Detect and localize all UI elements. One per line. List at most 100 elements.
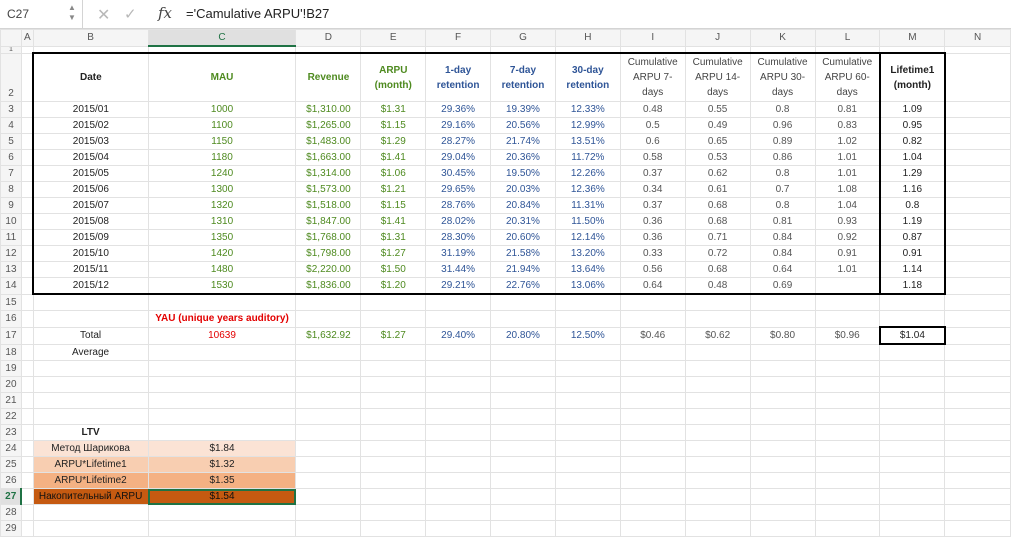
cell-f21[interactable] xyxy=(425,392,492,409)
cell-m24[interactable] xyxy=(879,440,946,457)
cell-d2[interactable]: Revenue xyxy=(295,52,362,102)
cell-f27[interactable] xyxy=(425,488,492,505)
cell-b28[interactable] xyxy=(32,504,149,521)
cell-c23[interactable] xyxy=(147,424,297,441)
cell-c4[interactable]: 1100 xyxy=(147,117,297,134)
cell-c18[interactable] xyxy=(147,343,297,361)
cell-e1[interactable] xyxy=(360,45,427,54)
name-box-value[interactable]: C27 xyxy=(7,7,30,21)
cell-l19[interactable] xyxy=(814,360,881,377)
cell-k25[interactable] xyxy=(749,456,816,473)
cell-m20[interactable] xyxy=(879,376,946,393)
row-header-5[interactable]: 5 xyxy=(0,133,22,150)
cell-g13[interactable]: 21.94% xyxy=(490,261,556,278)
column-header-b[interactable]: B xyxy=(32,29,149,47)
cell-e18[interactable] xyxy=(360,343,427,361)
cell-m4[interactable]: 0.95 xyxy=(878,117,946,134)
cell-k3[interactable]: 0.8 xyxy=(749,101,816,118)
cell-k20[interactable] xyxy=(749,376,816,393)
cell-h26[interactable] xyxy=(554,472,621,489)
cell-c25[interactable]: $1.32 xyxy=(147,456,297,473)
cell-c6[interactable]: 1180 xyxy=(147,149,297,166)
row-header-25[interactable]: 25 xyxy=(0,456,22,473)
cell-a13[interactable] xyxy=(20,261,34,278)
cell-k23[interactable] xyxy=(749,424,816,441)
cell-m16[interactable] xyxy=(879,310,946,328)
cell-b20[interactable] xyxy=(32,376,149,393)
cell-k22[interactable] xyxy=(749,408,816,425)
column-header-h[interactable]: H xyxy=(554,29,621,47)
cell-h8[interactable]: 12.36% xyxy=(554,181,621,198)
cell-m13[interactable]: 1.14 xyxy=(878,261,946,278)
cell-f16[interactable] xyxy=(425,310,492,328)
cell-i11[interactable]: 0.36 xyxy=(619,229,686,246)
cell-e13[interactable]: $1.50 xyxy=(360,261,427,278)
cell-j21[interactable] xyxy=(684,392,751,409)
cell-i4[interactable]: 0.5 xyxy=(619,117,686,134)
column-header-d[interactable]: D xyxy=(295,29,362,47)
cell-d1[interactable] xyxy=(295,45,362,54)
cell-m17[interactable]: $1.04 xyxy=(878,326,946,345)
cell-m15[interactable] xyxy=(879,293,946,311)
cell-h23[interactable] xyxy=(554,424,621,441)
cell-k8[interactable]: 0.7 xyxy=(749,181,816,198)
cell-k27[interactable] xyxy=(749,488,816,505)
cell-l18[interactable] xyxy=(814,343,881,361)
cell-g19[interactable] xyxy=(490,360,556,377)
cell-j27[interactable] xyxy=(684,488,751,505)
cell-l9[interactable]: 1.04 xyxy=(814,197,881,214)
cell-j2[interactable]: Cumulative ARPU 14-days xyxy=(684,52,751,102)
cell-b19[interactable] xyxy=(32,360,149,377)
cell-d20[interactable] xyxy=(295,376,362,393)
cell-e16[interactable] xyxy=(360,310,427,328)
cell-m22[interactable] xyxy=(879,408,946,425)
cell-f6[interactable]: 29.04% xyxy=(425,149,492,166)
column-header-l[interactable]: L xyxy=(814,29,881,47)
cell-e22[interactable] xyxy=(360,408,427,425)
cell-f15[interactable] xyxy=(425,293,492,311)
cell-n26[interactable] xyxy=(944,472,1011,489)
cell-k9[interactable]: 0.8 xyxy=(749,197,816,214)
column-header-j[interactable]: J xyxy=(684,29,751,47)
cell-b16[interactable] xyxy=(32,310,149,328)
cell-d3[interactable]: $1,310.00 xyxy=(295,101,362,118)
cell-g14[interactable]: 22.76% xyxy=(490,277,556,295)
cell-c12[interactable]: 1420 xyxy=(147,245,297,262)
cell-k21[interactable] xyxy=(749,392,816,409)
cell-d19[interactable] xyxy=(295,360,362,377)
cell-m27[interactable] xyxy=(879,488,946,505)
row-header-28[interactable]: 28 xyxy=(0,504,22,521)
cell-a10[interactable] xyxy=(20,213,34,230)
cell-c29[interactable] xyxy=(147,520,297,537)
cell-h12[interactable]: 13.20% xyxy=(554,245,621,262)
cell-e2[interactable]: ARPU (month) xyxy=(360,52,427,102)
cell-l6[interactable]: 1.01 xyxy=(814,149,881,166)
cell-i13[interactable]: 0.56 xyxy=(619,261,686,278)
cell-l15[interactable] xyxy=(814,293,881,311)
cell-n7[interactable] xyxy=(944,165,1011,182)
cell-a29[interactable] xyxy=(20,520,34,537)
cell-h17[interactable]: 12.50% xyxy=(554,326,621,345)
cell-b18[interactable]: Average xyxy=(32,343,149,361)
cell-a19[interactable] xyxy=(20,360,34,377)
cell-b23[interactable]: LTV xyxy=(32,424,149,441)
cell-h16[interactable] xyxy=(554,310,621,328)
cell-h4[interactable]: 12.99% xyxy=(554,117,621,134)
enter-check-icon[interactable]: ✓ xyxy=(124,6,137,23)
cell-b5[interactable]: 2015/03 xyxy=(32,133,149,150)
cell-g10[interactable]: 20.31% xyxy=(490,213,556,230)
cell-e23[interactable] xyxy=(360,424,427,441)
cell-l3[interactable]: 0.81 xyxy=(814,101,881,118)
cell-l13[interactable]: 1.01 xyxy=(814,261,881,278)
cell-j4[interactable]: 0.49 xyxy=(684,117,751,134)
cell-b1[interactable] xyxy=(32,45,149,54)
cell-f18[interactable] xyxy=(425,343,492,361)
cell-n19[interactable] xyxy=(944,360,1011,377)
cell-n2[interactable] xyxy=(944,52,1011,102)
cell-j29[interactable] xyxy=(684,520,751,537)
cell-n29[interactable] xyxy=(944,520,1011,537)
cell-c21[interactable] xyxy=(147,392,297,409)
cell-c1[interactable] xyxy=(147,45,297,54)
cell-n4[interactable] xyxy=(944,117,1011,134)
cell-m8[interactable]: 1.16 xyxy=(878,181,946,198)
